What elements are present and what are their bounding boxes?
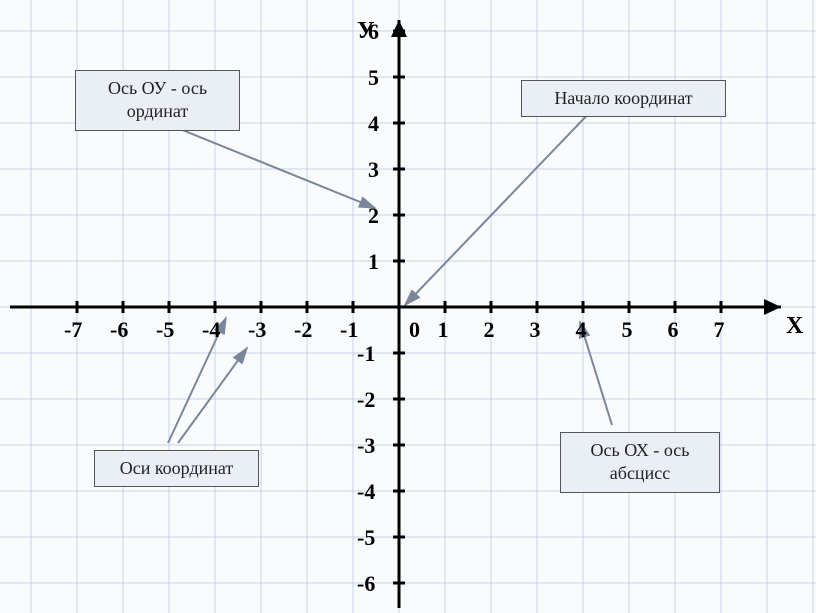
label-oy-axis: Ось ОУ - ось ординат [75,70,240,131]
axis-number: -2 [294,317,312,343]
axis-number: 4 [368,111,379,137]
axis-number: 5 [368,65,379,91]
axis-number: -5 [357,525,375,551]
axis-number: -4 [202,317,220,343]
axis-number: 1 [438,317,449,343]
label-text: Оси координат [120,458,234,478]
axis-number: 2 [484,317,495,343]
axis-number: -5 [156,317,174,343]
axis-number: 2 [368,203,379,229]
axis-number: 1 [368,249,379,275]
label-axes: Оси координат [94,450,259,487]
label-text: Ось ОУ - ось [108,78,207,98]
label-origin: Начало координат [521,80,726,117]
axis-number: 3 [530,317,541,343]
axis-number: 3 [368,157,379,183]
axis-number: 7 [714,317,725,343]
axis-number: -6 [357,571,375,597]
axis-label: У [357,18,375,45]
label-text: Ось ОХ - ось [591,440,690,460]
axis-number: -6 [110,317,128,343]
axis-number: -7 [64,317,82,343]
axis-number: -3 [248,317,266,343]
axis-number: 0 [409,317,420,343]
axis-number: -1 [340,317,358,343]
label-text: ординат [127,101,189,121]
label-text: Начало координат [554,88,692,108]
axis-number: -2 [357,387,375,413]
axis-label: X [786,313,803,340]
axis-number: 6 [668,317,679,343]
callout-arrows [168,107,612,443]
axis-number: -3 [357,433,375,459]
label-ox-axis: Ось ОХ - ось абсцисс [560,432,720,493]
axis-number: -4 [357,479,375,505]
axis-number: -1 [357,341,375,367]
label-text: абсцисс [610,463,670,483]
axis-number: 4 [576,317,587,343]
axis-number: 5 [622,317,633,343]
